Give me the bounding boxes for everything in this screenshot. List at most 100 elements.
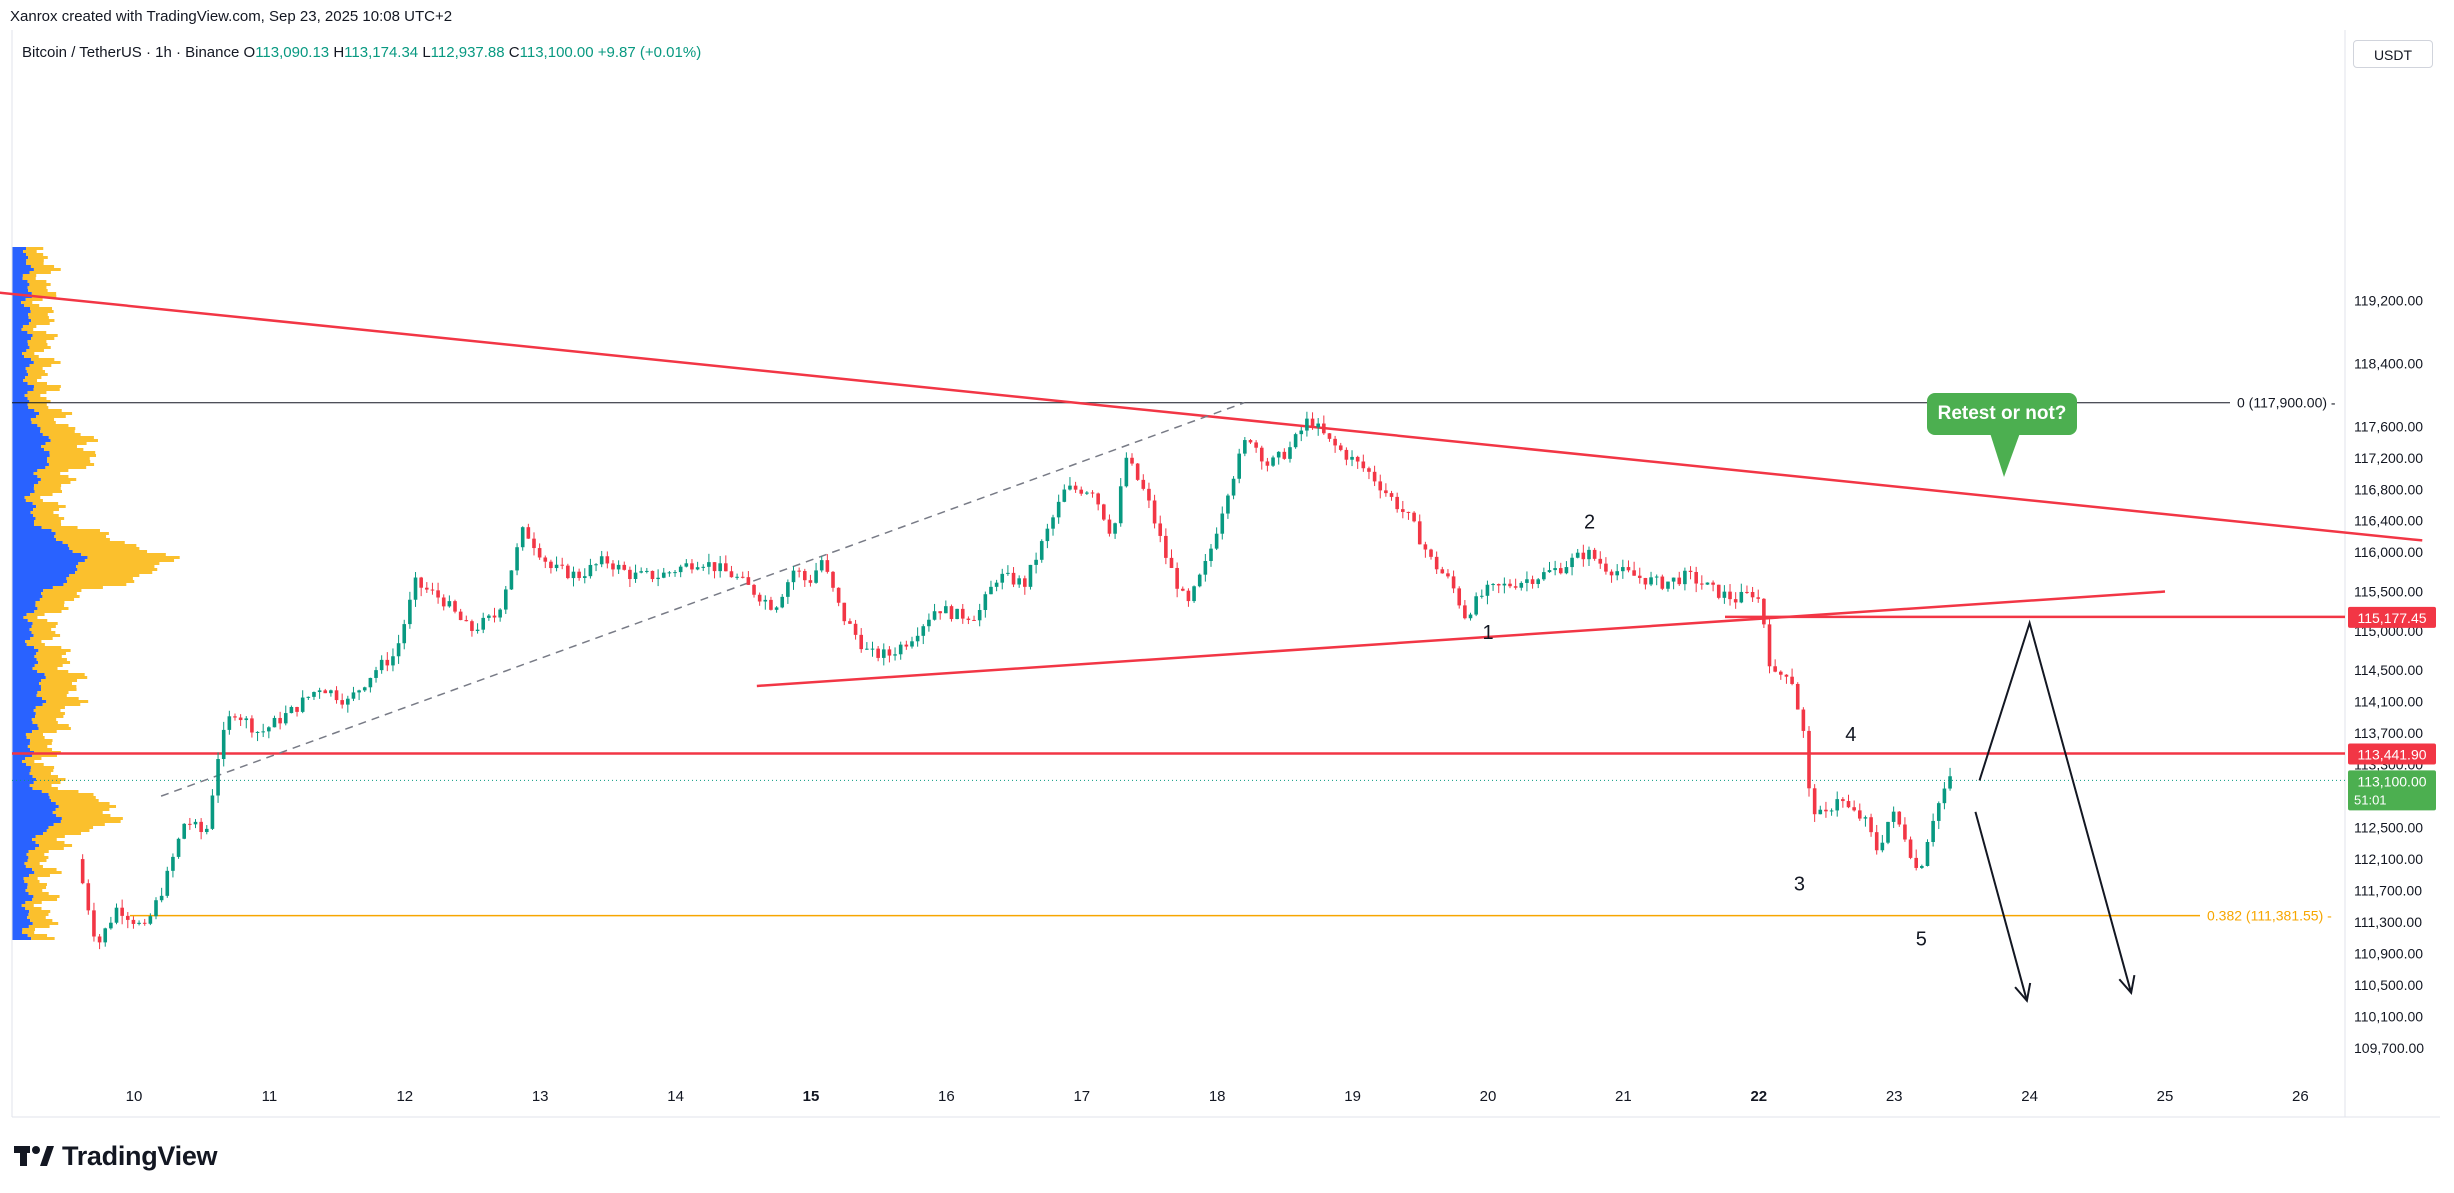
volume-bar-down	[30, 739, 53, 742]
candle-body	[1615, 571, 1619, 576]
candle-body	[1558, 568, 1563, 574]
volume-bar-down	[84, 559, 175, 562]
volume-bar-up	[12, 922, 33, 925]
currency-button[interactable]: USDT	[2353, 40, 2433, 68]
candle-body	[1203, 560, 1208, 575]
volume-bar-down	[34, 520, 61, 523]
volume-bar-down	[32, 502, 59, 505]
volume-bar-up	[12, 859, 28, 862]
candle-body	[402, 624, 407, 644]
volume-bar-up	[12, 589, 44, 592]
volume-bar-up	[12, 634, 34, 637]
candle-body	[622, 564, 627, 570]
candle-body	[238, 717, 243, 721]
volume-bar-up	[12, 331, 28, 334]
price-tick-label: 114,500.00	[2354, 662, 2423, 678]
volume-bar-up	[12, 361, 34, 364]
candle-body	[1271, 457, 1275, 466]
volume-bar-down	[51, 799, 99, 802]
candle-body	[577, 571, 581, 578]
volume-bar-up	[12, 394, 25, 397]
resistance-lower-tag-bg	[2348, 743, 2436, 765]
volume-bar-up	[12, 355, 25, 358]
candle-body	[1688, 570, 1693, 572]
volume-bar-down	[49, 796, 96, 799]
volume-bar-up	[12, 457, 47, 460]
volume-bar-up	[12, 931, 23, 934]
symbol-legend[interactable]: Bitcoin / TetherUS · 1h · Binance O113,0…	[22, 44, 701, 61]
candle-body	[1948, 776, 1952, 789]
tradingview-logo-text: TradingView	[62, 1140, 218, 1171]
volume-bar-up	[12, 574, 70, 577]
volume-bar-down	[26, 253, 44, 256]
volume-bar-up	[12, 505, 37, 508]
volume-bar-down	[46, 829, 90, 832]
candle-body	[103, 928, 108, 943]
volume-bar-down	[29, 346, 51, 349]
volume-bar-down	[30, 766, 55, 769]
volume-bar-down	[52, 586, 103, 589]
candle-body	[1779, 671, 1783, 675]
volume-bar-down	[31, 337, 55, 340]
volume-bar-up	[12, 304, 25, 307]
candle-body	[289, 706, 294, 714]
resistance-upper-tag: 115,177.45	[2357, 610, 2426, 626]
volume-bar-down	[25, 499, 43, 502]
candle-body	[1705, 582, 1710, 585]
candle-body	[1925, 841, 1930, 866]
candle-body	[1305, 418, 1309, 431]
candle-body	[1372, 471, 1377, 482]
volume-bar-up	[12, 418, 31, 421]
volume-bar-down	[26, 370, 46, 373]
price-tick-label: 117,200.00	[2354, 450, 2423, 466]
last-price-tag-bg	[2348, 770, 2436, 811]
candle-body	[487, 615, 491, 618]
volume-bar-down	[27, 340, 47, 343]
candle-body	[656, 577, 660, 580]
candle-body	[114, 907, 119, 923]
volume-bar-down	[31, 937, 55, 940]
volume-bar-up	[12, 379, 24, 382]
candle-body	[1248, 440, 1253, 443]
volume-bar-up	[12, 283, 30, 286]
volume-bar-up	[12, 745, 28, 748]
volume-bar-up	[12, 817, 62, 820]
volume-bar-down	[44, 673, 85, 676]
close-label: C	[508, 44, 520, 61]
volume-bar-down	[22, 352, 35, 355]
volume-bar-up	[12, 349, 27, 352]
volume-bar-down	[25, 367, 43, 370]
candle-body	[707, 562, 711, 567]
candle-body	[1632, 570, 1636, 576]
candle-body	[1570, 557, 1574, 568]
volume-bar-down	[36, 778, 66, 781]
volume-bar-down	[32, 922, 59, 925]
candle-body	[1903, 824, 1907, 840]
chart-frame	[11, 30, 2440, 1118]
volume-bar-down	[48, 463, 95, 466]
candle-body	[560, 564, 565, 566]
volume-bar-up	[12, 544, 68, 547]
wave-label: 1	[1482, 622, 1493, 644]
candle-body	[137, 922, 141, 924]
candle-body	[142, 922, 147, 924]
trendline-lower	[756, 590, 2166, 688]
volume-bar-up	[12, 625, 32, 628]
volume-bar-up	[12, 322, 29, 325]
volume-bar-down	[30, 493, 53, 496]
volume-bar-down	[33, 385, 61, 388]
candle-body	[1124, 457, 1129, 487]
time-tick-label: 14	[667, 1088, 684, 1105]
candle-body	[915, 635, 920, 642]
candle-body	[1745, 591, 1749, 593]
candle-body	[154, 900, 158, 917]
volume-bar-down	[35, 601, 65, 604]
candle-body	[1276, 451, 1281, 458]
tradingview-logo[interactable]: TradingView	[14, 1138, 218, 1174]
volume-bar-down	[31, 358, 55, 361]
candle-body	[1513, 586, 1518, 588]
volume-bar-down	[72, 550, 148, 553]
volume-bar-down	[25, 889, 43, 892]
volume-bar-up	[12, 397, 28, 400]
